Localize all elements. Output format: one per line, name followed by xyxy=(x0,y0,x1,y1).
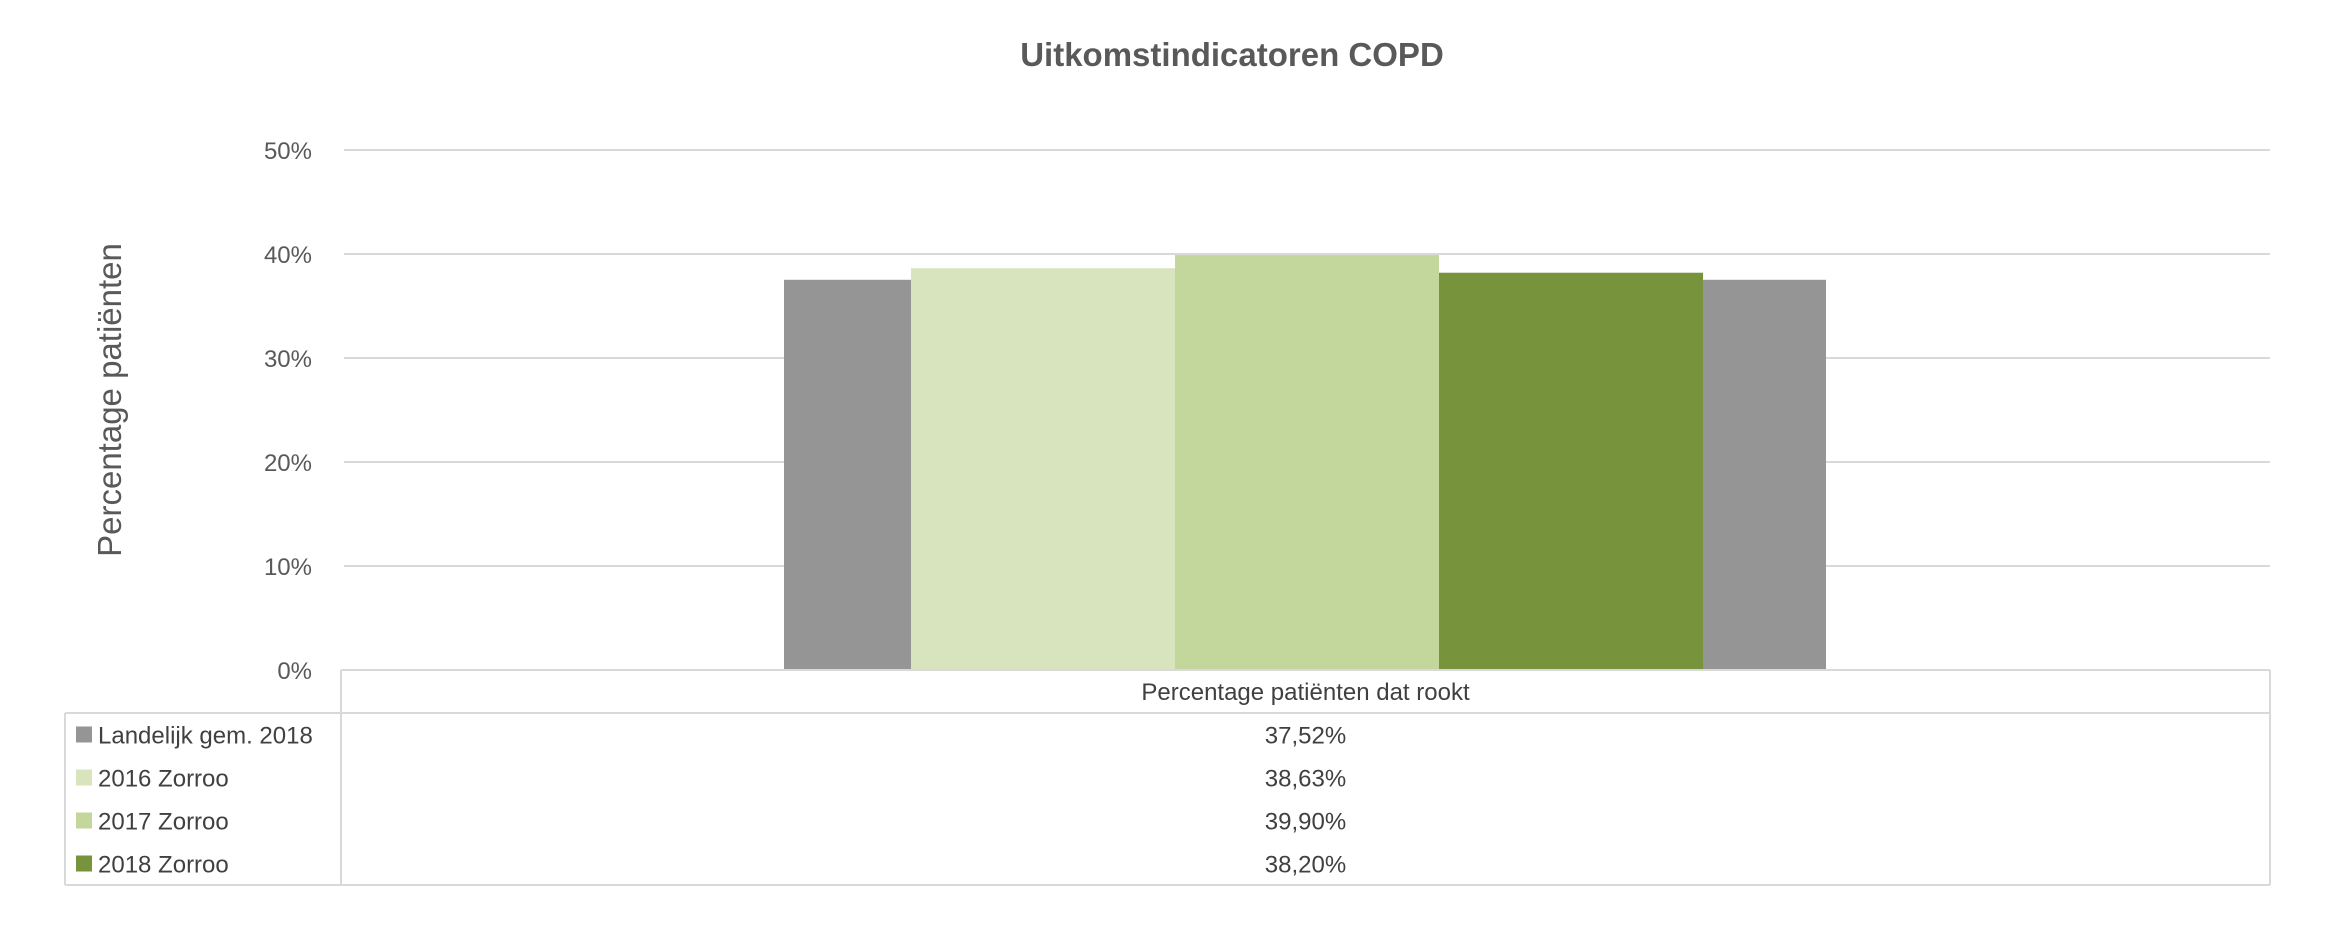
data-label: 39,90% xyxy=(1265,809,1346,836)
y-tick-label: 10% xyxy=(264,554,312,581)
legend-swatch xyxy=(76,726,92,743)
legend-swatch xyxy=(76,769,92,786)
bar-2018-zorroo xyxy=(1439,272,1703,670)
y-tick-label: 30% xyxy=(264,346,312,373)
legend-swatch xyxy=(76,812,92,829)
chart-title: Uitkomstindicatoren COPD xyxy=(1020,36,1444,73)
legend-label: 2017 Zorroo xyxy=(98,809,229,836)
y-tick-label: 40% xyxy=(264,242,312,269)
bars xyxy=(784,255,1826,671)
y-tick-labels: 0% 10% 20% 30% 40% 50% xyxy=(264,138,312,685)
data-label: 38,63% xyxy=(1265,766,1346,793)
y-tick-label: 20% xyxy=(264,450,312,477)
y-tick-label: 50% xyxy=(264,138,312,165)
y-axis-label: Percentage patiënten xyxy=(91,243,128,557)
bar-2016-zorroo xyxy=(911,268,1175,670)
legend-swatch xyxy=(76,855,92,872)
data-label: 38,20% xyxy=(1265,852,1346,879)
category-label: Percentage patiënten dat rookt xyxy=(1141,679,1470,706)
y-tick-label: 0% xyxy=(277,658,312,685)
legend-label: 2016 Zorroo xyxy=(98,766,229,793)
data-label: 37,52% xyxy=(1265,723,1346,750)
legend-label: Landelijk gem. 2018 xyxy=(98,723,313,750)
legend-label: 2018 Zorroo xyxy=(98,852,229,879)
data-table: Percentage patiënten dat rookt Landelijk … xyxy=(64,669,2271,886)
bar-2017-zorroo xyxy=(1175,255,1439,671)
